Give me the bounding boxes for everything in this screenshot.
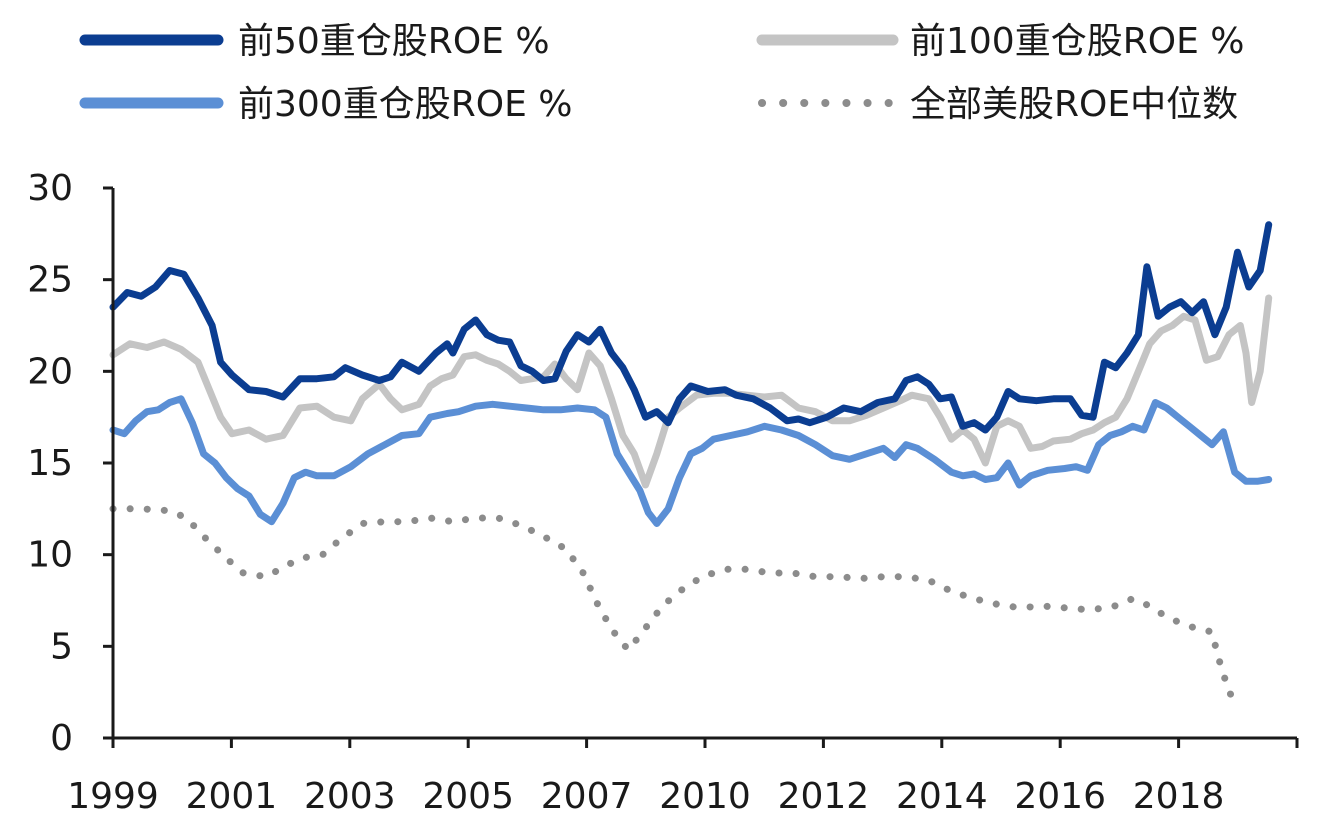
x-axis-ticks: 1999 2001 2003 2005 2007 2010 2012 2014 2016 2018 <box>67 738 1299 817</box>
x-tick-label: 2014 <box>896 776 988 817</box>
x-tick-label: 2003 <box>304 776 396 817</box>
legend-item-2: 前100重仓股ROE % <box>756 21 1244 62</box>
y-axis-ticks: 0 5 10 15 20 25 30 <box>27 168 113 759</box>
series-line-3 <box>109 395 1273 527</box>
series-line-1 <box>109 221 1273 434</box>
x-tick-label: 2007 <box>541 776 633 817</box>
y-tick-label: 30 <box>27 168 73 209</box>
x-tick-label: 2016 <box>1014 776 1106 817</box>
legend-item-4: 全部美股ROE中位数 <box>758 84 1238 125</box>
series-layer <box>109 221 1273 703</box>
series-line-4 <box>109 505 1239 703</box>
y-tick-label: 20 <box>27 351 73 392</box>
x-tick-label: 2012 <box>778 776 870 817</box>
chart-legend: 前50重仓股ROE % 前100重仓股ROE % 前300重仓股ROE % 全部美股R… <box>79 21 1244 125</box>
x-tick-label: 2018 <box>1133 776 1225 817</box>
legend-label: 前300重仓股ROE % <box>238 84 572 125</box>
y-tick-label: 10 <box>27 535 73 576</box>
y-tick-label: 15 <box>27 443 73 484</box>
legend-label: 前100重仓股ROE % <box>910 21 1244 62</box>
plot-area: 0 5 10 15 20 25 30 1999 2001 2003 2005 2007 2010 201… <box>27 168 1299 817</box>
y-tick-label: 5 <box>50 626 73 667</box>
legend-label: 全部美股ROE中位数 <box>910 84 1238 125</box>
x-tick-label: 2010 <box>659 776 751 817</box>
legend-item-1: 前50重仓股ROE % <box>79 21 550 62</box>
x-tick-label: 2005 <box>422 776 514 817</box>
x-tick-label: 2001 <box>186 776 278 817</box>
y-tick-label: 25 <box>27 260 73 301</box>
legend-item-3: 前300重仓股ROE % <box>79 84 572 125</box>
x-tick-label: 1999 <box>67 776 159 817</box>
y-tick-label: 0 <box>50 718 73 759</box>
legend-label: 前50重仓股ROE % <box>238 21 550 62</box>
